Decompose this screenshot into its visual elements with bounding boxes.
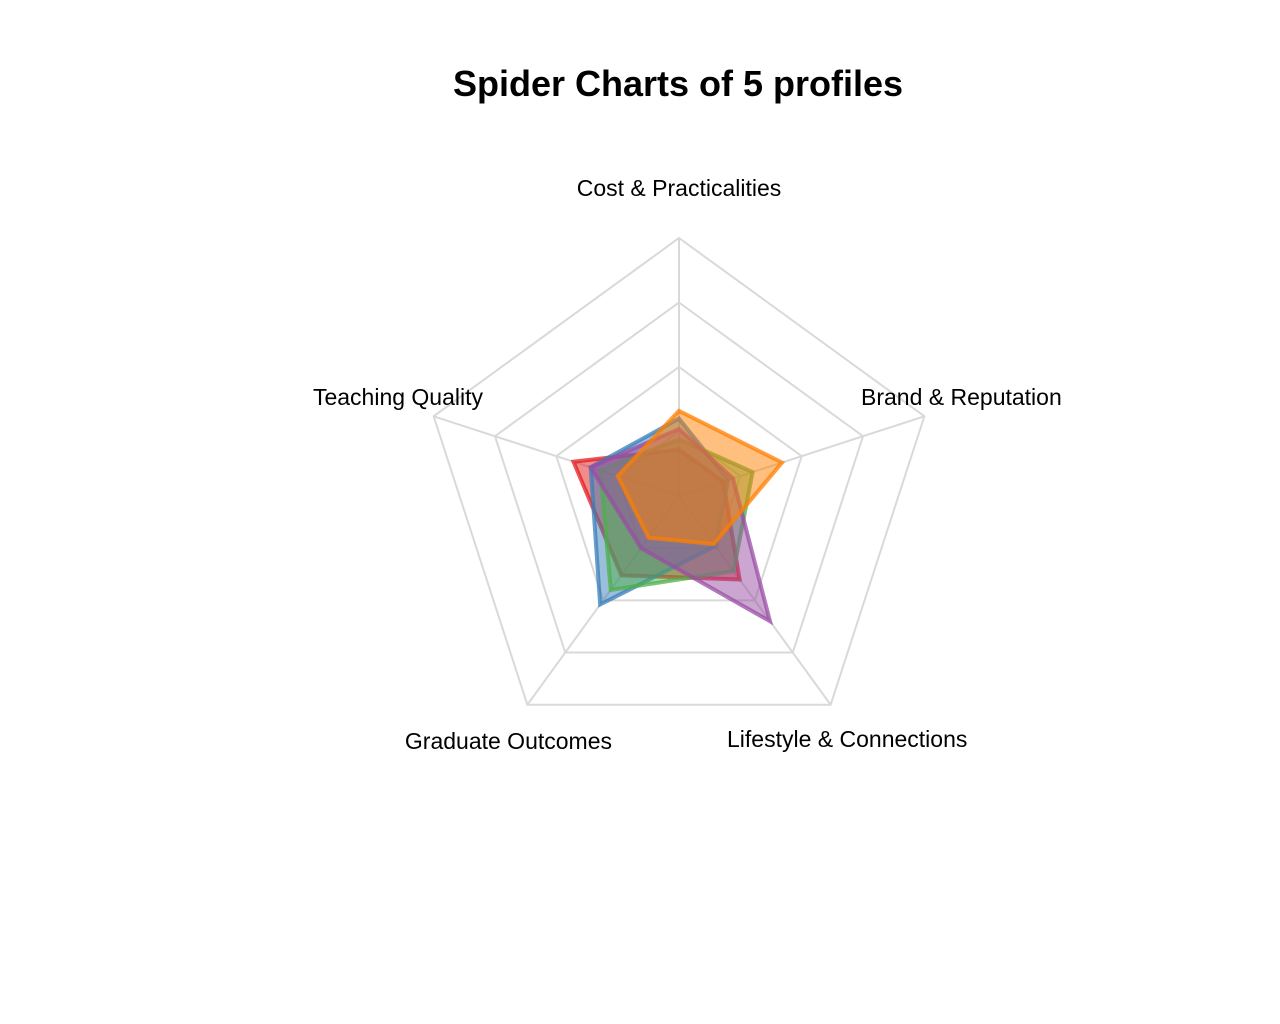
axis-label-1: Cost & Practicalities — [577, 175, 782, 201]
chart-title: Spider Charts of 5 profiles — [453, 63, 903, 104]
grid-ring-2 — [555, 365, 803, 602]
axis-label-5: Teaching Quality — [313, 384, 484, 410]
axis-label-4: Graduate Outcomes — [405, 728, 612, 754]
axis-labels: Cost & Practicalities Brand & Reputation L… — [313, 175, 1062, 754]
series-polygon-5 — [615, 408, 786, 547]
axis-label-2: Brand & Reputation — [861, 384, 1062, 410]
series-layer — [570, 408, 786, 626]
grid-ring-3 — [493, 301, 865, 654]
grid-ring-4 — [432, 236, 926, 706]
axis-label-3: Lifestyle & Connections — [727, 726, 967, 752]
